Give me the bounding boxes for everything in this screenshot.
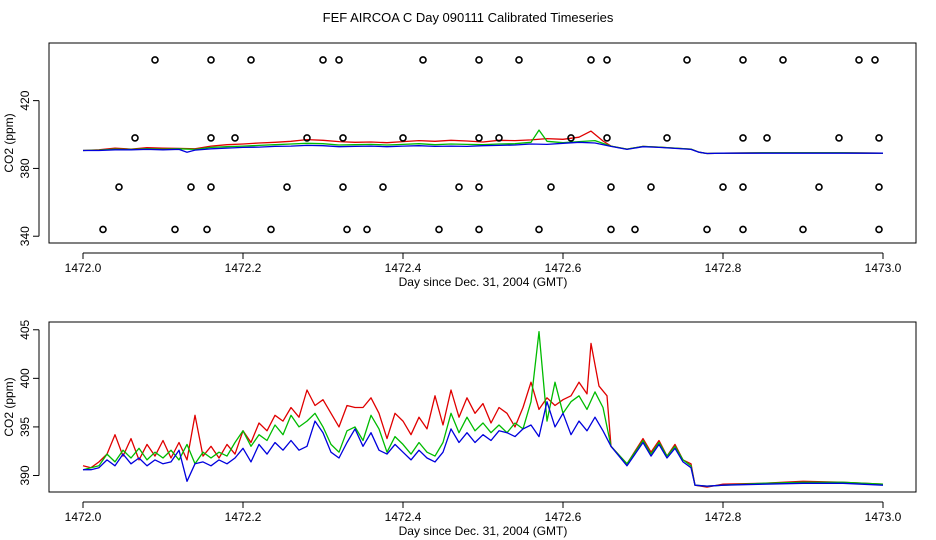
flag-marker <box>799 225 807 234</box>
flag-marker <box>779 56 787 64</box>
flag-marker <box>283 183 291 191</box>
x-tick-label: 1472.2 <box>225 510 262 524</box>
x-tick-label: 1472.6 <box>545 510 582 524</box>
flag-marker <box>151 56 159 64</box>
flag-marker <box>203 225 211 234</box>
flag-marker <box>719 183 727 191</box>
flag-marker <box>603 134 611 142</box>
x-tick-label: 1473.0 <box>865 261 902 275</box>
flag-marker <box>607 183 615 191</box>
flag-marker <box>763 134 771 142</box>
flag-marker <box>187 183 195 191</box>
flag-marker <box>339 183 347 191</box>
flag-marker <box>535 225 543 234</box>
plot-frame <box>48 321 917 493</box>
flag-marker <box>515 56 523 64</box>
y-tick-label: 395 <box>18 417 32 437</box>
plot-frame <box>48 42 917 244</box>
series-line-blue <box>83 401 884 487</box>
flag-marker <box>455 183 463 191</box>
y-axis-label: CO2 (ppm) <box>2 113 16 172</box>
y-axis-label: CO2 (ppm) <box>2 377 16 436</box>
flag-marker <box>475 134 483 142</box>
y-tick-label: 340 <box>18 226 32 246</box>
x-tick-label: 1472.6 <box>545 261 582 275</box>
series-line-red <box>82 130 884 155</box>
flag-marker <box>875 225 883 234</box>
bottom-panel: 1472.0 1472.2 1472.4 1472.6 1472.8 1473.0 Day … <box>2 319 917 538</box>
series-line-green <box>82 331 884 487</box>
flag-marker <box>319 56 327 64</box>
flag-marker <box>131 134 139 142</box>
flag-marker <box>631 225 639 234</box>
y-tick-label: 400 <box>18 368 32 388</box>
y-tick-label: 420 <box>18 90 32 110</box>
flag-marker <box>855 56 863 64</box>
flag-marker <box>419 56 427 64</box>
flag-marker <box>739 225 747 234</box>
flag-marker <box>547 183 555 191</box>
y-tick-label: 405 <box>18 319 32 339</box>
flag-marker <box>171 225 179 234</box>
flag-marker <box>607 225 615 234</box>
flag-marker <box>567 134 575 142</box>
flag-marker <box>115 183 123 191</box>
flag-marker <box>871 56 879 64</box>
flag-marker <box>99 225 107 234</box>
flag-marker <box>739 183 747 191</box>
flag-marker <box>703 225 711 234</box>
flag-marker <box>663 134 671 142</box>
flag-marker <box>475 225 483 234</box>
x-axis-label: Day since Dec. 31, 2004 (GMT) <box>399 275 568 289</box>
x-axis-label: Day since Dec. 31, 2004 (GMT) <box>399 524 568 538</box>
series-line-red <box>82 342 884 488</box>
flag-marker <box>603 56 611 64</box>
flag-marker <box>207 56 215 64</box>
x-tick-label: 1472.8 <box>705 510 742 524</box>
flag-marker <box>231 134 239 142</box>
flag-marker <box>207 134 215 142</box>
flag-marker <box>399 134 407 142</box>
x-tick-label: 1472.8 <box>705 261 742 275</box>
x-tick-label: 1472.4 <box>385 510 422 524</box>
flag-marker <box>835 134 843 142</box>
flag-marker <box>379 183 387 191</box>
flag-marker <box>495 134 503 142</box>
flag-marker <box>267 225 275 234</box>
flag-marker <box>475 183 483 191</box>
top-panel: 1472.0 1472.2 1472.4 1472.6 1472.8 1473.0 Day … <box>2 42 917 289</box>
flag-marker <box>739 56 747 64</box>
flag-marker <box>587 56 595 64</box>
flag-marker <box>875 183 883 191</box>
flag-marker <box>339 134 347 142</box>
flag-marker <box>335 56 343 64</box>
flag-marker <box>303 134 311 142</box>
x-tick-label: 1473.0 <box>865 510 902 524</box>
flag-marker <box>875 134 883 142</box>
x-tick-label: 1472.4 <box>385 261 422 275</box>
x-tick-label: 1472.0 <box>65 261 102 275</box>
series-line-blue <box>83 141 883 155</box>
flag-marker <box>815 183 823 191</box>
y-tick-label: 390 <box>18 465 32 485</box>
flag-marker <box>207 183 215 191</box>
flag-marker <box>247 56 255 64</box>
flag-marker <box>435 225 443 234</box>
flag-marker <box>739 134 747 142</box>
flag-marker <box>363 225 371 234</box>
flag-marker <box>475 56 483 64</box>
x-tick-label: 1472.2 <box>225 261 262 275</box>
chart-title: FEF AIRCOA C Day 090111 Calibrated Times… <box>323 10 614 25</box>
x-tick-label: 1472.0 <box>65 510 102 524</box>
flag-marker <box>647 183 655 191</box>
flag-marker <box>343 225 351 234</box>
y-tick-label: 380 <box>18 158 32 178</box>
flag-marker <box>683 56 691 64</box>
